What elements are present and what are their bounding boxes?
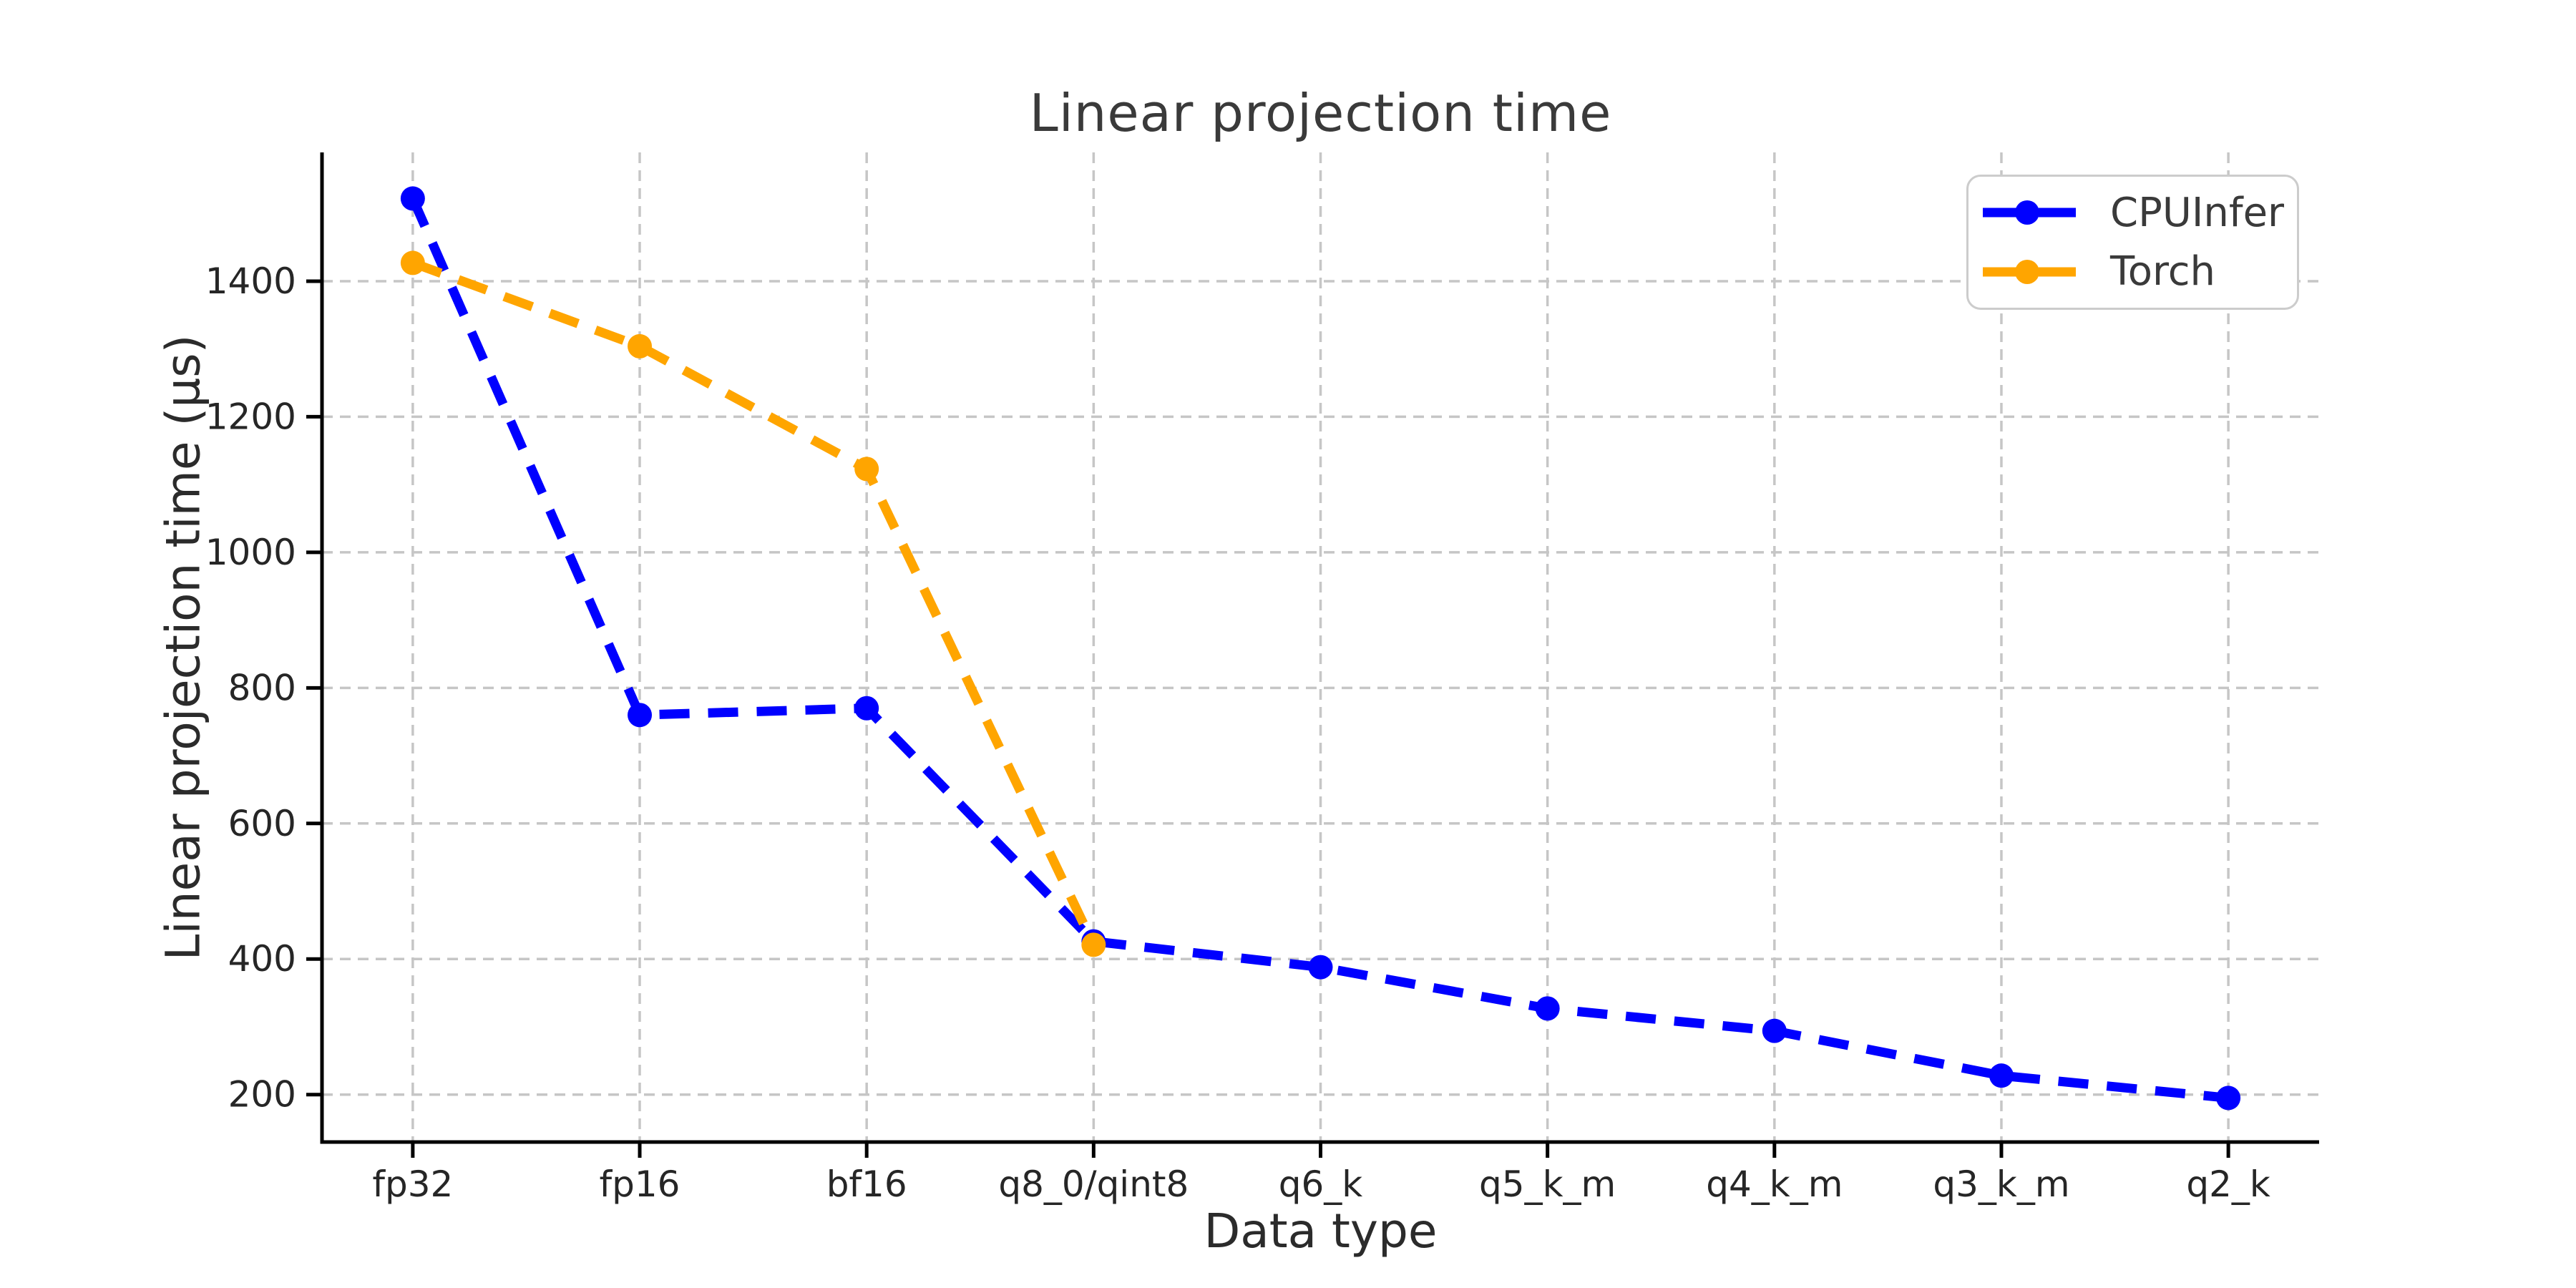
legend-label-cpuinfer: CPUInfer	[2110, 189, 2285, 236]
data-point-marker-torch	[1081, 932, 1106, 957]
legend-entry-torch: Torch	[1983, 248, 2297, 295]
series-line-cpuinfer	[408, 196, 2229, 1103]
data-point-marker-cpuinfer	[2216, 1085, 2241, 1111]
y-tick-label: 600	[228, 803, 296, 844]
data-point-marker-cpuinfer	[1762, 1018, 1787, 1043]
data-point-marker-cpuinfer	[1308, 955, 1333, 980]
x-tick-label: fp32	[372, 1163, 453, 1205]
x-tick-label: q4_k_m	[1706, 1163, 1843, 1205]
legend-entry-cpuinfer: CPUInfer	[1983, 190, 2297, 236]
x-tick-label: bf16	[826, 1163, 907, 1205]
y-tick-label: 800	[228, 667, 296, 708]
legend-line-sample-cpuinfer	[1983, 200, 2090, 225]
legend-marker-icon	[2015, 259, 2039, 284]
data-point-marker-cpuinfer	[1535, 996, 1560, 1021]
data-point-marker-torch	[628, 333, 653, 358]
data-point-marker-torch	[400, 250, 425, 275]
legend-line-sample-torch	[1983, 259, 2090, 284]
legend-label-torch: Torch	[2110, 248, 2216, 296]
x-tick-label: q3_k_m	[1933, 1163, 2069, 1205]
data-point-marker-torch	[854, 457, 879, 482]
series-line-torch	[411, 258, 1098, 947]
y-tick-label: 1400	[205, 260, 296, 302]
legend-marker-icon	[2015, 200, 2039, 225]
x-tick-label: q8_0/qint8	[998, 1163, 1189, 1205]
data-point-marker-cpuinfer	[854, 696, 879, 721]
data-point-marker-cpuinfer	[400, 186, 425, 211]
data-point-marker-cpuinfer	[1989, 1063, 2014, 1088]
x-tick-label: q6_k	[1279, 1163, 1363, 1205]
y-tick-label: 1000	[205, 532, 296, 573]
y-tick-label: 400	[228, 938, 296, 980]
x-tick-label: q5_k_m	[1479, 1163, 1616, 1205]
x-tick-label: q2_k	[2186, 1163, 2270, 1205]
y-tick-label: 200	[228, 1074, 296, 1116]
data-point-marker-cpuinfer	[628, 703, 653, 728]
legend: CPUInfer Torch	[1966, 175, 2299, 310]
x-tick-label: fp16	[600, 1163, 680, 1205]
y-tick-label: 1200	[205, 396, 296, 437]
